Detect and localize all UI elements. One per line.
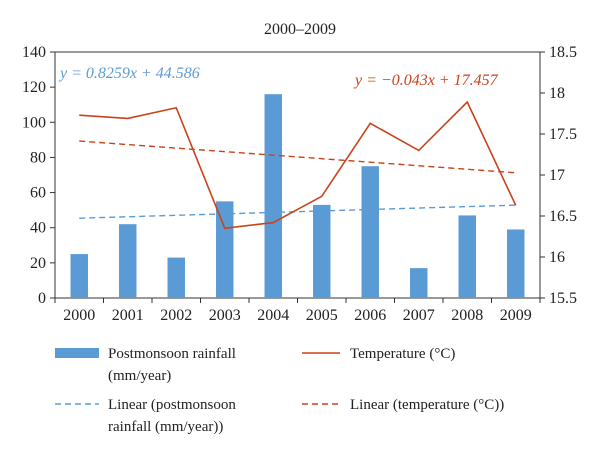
rainfall-bar — [458, 215, 476, 298]
legend-bar-label-line2: (mm/year) — [108, 368, 171, 384]
x-tick-label: 2009 — [500, 307, 532, 324]
legend-temp-trend-label: Linear (temperature (°C)) — [350, 397, 504, 413]
x-tick-label: 2001 — [112, 307, 144, 324]
rainfall-trend-line — [79, 204, 516, 219]
rainfall-bar — [216, 201, 234, 298]
x-tick-label: 2008 — [451, 307, 483, 324]
legend-temp-label: Temperature (°C) — [350, 346, 455, 362]
x-axis: 2000 2001 2002 2003 2004 2005 2006 2007 2008 2009 — [54, 298, 541, 324]
right-tick-label: 18 — [549, 85, 565, 102]
temperature-trend-line — [79, 140, 516, 174]
legend-bar-swatch — [55, 348, 99, 358]
chart-title: 2000–2009 — [264, 21, 336, 38]
rainfall-bar — [410, 268, 428, 298]
temperature-line — [79, 100, 517, 230]
right-tick-label: 16 — [549, 249, 565, 266]
right-axis: 15.5 16 16.5 17 17.5 18 18.5 — [540, 44, 577, 307]
left-tick-label: 80 — [30, 149, 46, 166]
rainfall-bar — [167, 257, 185, 298]
rainfall-bar — [361, 166, 379, 298]
rainfall-bar — [264, 94, 282, 299]
left-tick-label: 140 — [22, 44, 46, 61]
rainfall-bar — [313, 204, 331, 298]
legend: Postmonsoon rainfall (mm/year) Temperatu… — [55, 346, 504, 435]
legend-rain-trend-line2: rainfall (mm/year)) — [108, 419, 223, 435]
legend-bar-label-line1: Postmonsoon rainfall — [108, 346, 236, 362]
right-tick-label: 18.5 — [549, 44, 577, 61]
right-tick-label: 17 — [549, 167, 565, 184]
x-tick-label: 2005 — [306, 307, 338, 324]
left-tick-label: 0 — [38, 290, 46, 307]
x-tick-label: 2004 — [257, 307, 289, 324]
x-tick-label: 2007 — [403, 307, 435, 324]
left-tick-label: 120 — [22, 79, 46, 96]
left-axis: 0 20 40 60 80 100 120 140 — [22, 44, 55, 307]
rainfall-bars — [70, 94, 525, 299]
right-tick-label: 15.5 — [549, 290, 577, 307]
left-tick-label: 40 — [30, 220, 46, 237]
x-tick-label: 2006 — [354, 307, 386, 324]
x-tick-label: 2000 — [63, 307, 95, 324]
right-tick-label: 17.5 — [549, 126, 577, 143]
rainfall-trend-equation: y = 0.8259x + 44.586 — [58, 65, 200, 82]
rainfall-bar — [70, 254, 88, 298]
x-tick-label: 2003 — [209, 307, 241, 324]
temperature-series — [79, 100, 517, 230]
left-tick-label: 20 — [30, 255, 46, 272]
rainfall-bar — [119, 224, 137, 298]
left-tick-label: 100 — [22, 114, 46, 131]
legend-rain-trend-line1: Linear (postmonsoon — [108, 397, 236, 413]
right-tick-label: 16.5 — [549, 208, 577, 225]
rainfall-bar — [507, 229, 525, 298]
temperature-trend-equation: y = −0.043x + 17.457 — [353, 72, 499, 89]
left-tick-label: 60 — [30, 185, 46, 202]
x-tick-label: 2002 — [160, 307, 192, 324]
trend-lines — [79, 140, 516, 219]
